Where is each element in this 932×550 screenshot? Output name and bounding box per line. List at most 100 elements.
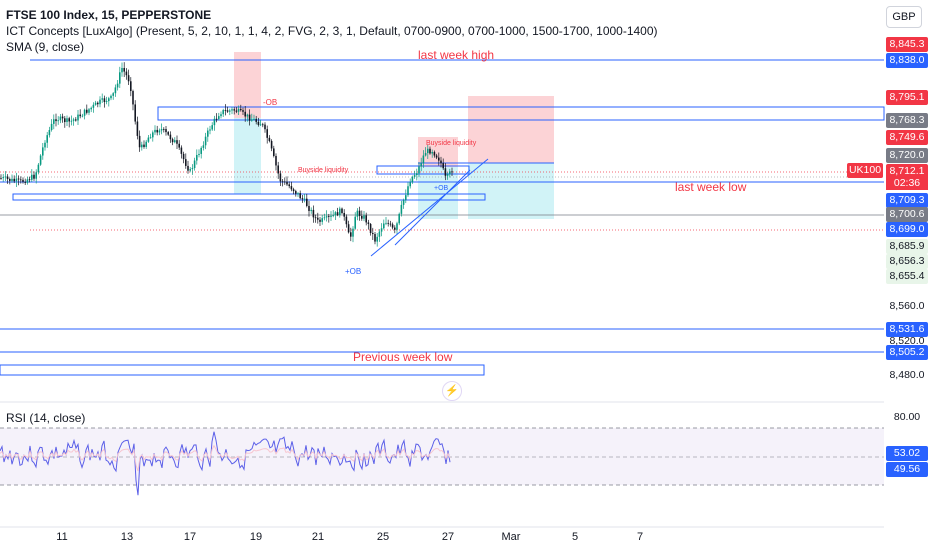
currency-button[interactable]: GBP <box>886 6 922 28</box>
candle-body <box>343 212 345 217</box>
candle-body <box>75 119 77 121</box>
candle-body <box>147 137 150 142</box>
price-label: 8,712.1 <box>886 164 928 179</box>
candle-body <box>189 169 191 171</box>
candle-body <box>391 224 394 228</box>
candle-body <box>442 163 444 169</box>
candle-body <box>61 116 64 119</box>
price-label: 8,685.9 <box>886 239 928 254</box>
candle-body <box>363 215 365 219</box>
bar-countdown: 02:36 <box>886 176 928 190</box>
candle-body <box>174 140 176 143</box>
candle-body <box>255 118 257 122</box>
candle-body <box>440 160 442 164</box>
trendline-2 <box>394 169 471 246</box>
time-label: Mar <box>501 531 521 543</box>
candle-body <box>198 153 200 155</box>
candle-body <box>330 215 332 217</box>
price-label: 8,656.3 <box>886 254 928 269</box>
candlestick-series <box>0 62 453 247</box>
candle-body <box>28 179 31 181</box>
price-label: 8,845.3 <box>886 37 928 52</box>
candle-body <box>97 102 99 105</box>
candle-body <box>418 166 420 174</box>
candle-body <box>46 135 48 143</box>
bearish-ob-label: -OB <box>263 98 278 107</box>
candle-body <box>178 143 180 148</box>
candle-body <box>68 118 70 122</box>
candle-body <box>226 110 229 112</box>
candle-body <box>35 172 37 179</box>
candle-body <box>141 144 143 148</box>
candle-body <box>187 165 189 171</box>
price-label: 8,795.1 <box>886 90 928 105</box>
indicator-legend-sma[interactable]: SMA (9, close) <box>6 40 85 54</box>
candle-body <box>215 118 218 120</box>
indicator-legend-ict[interactable]: ICT Concepts [LuxAlgo] (Present, 5, 2, 1… <box>6 24 658 38</box>
candle-body <box>154 129 156 133</box>
candle-body <box>409 182 411 187</box>
candle-body <box>339 208 341 216</box>
time-label: 25 <box>376 531 390 543</box>
candle-body <box>361 215 363 219</box>
last-week-low-label: last week low <box>675 180 747 194</box>
candle-body <box>15 178 18 182</box>
order-block-box-1 <box>157 106 885 121</box>
candle-body <box>248 114 251 121</box>
candle-body <box>402 200 405 205</box>
candle-body <box>259 124 262 126</box>
candle-body <box>70 120 73 122</box>
candle-body <box>48 130 51 136</box>
candle-body <box>132 91 134 105</box>
candle-body <box>59 116 62 121</box>
candle-body <box>277 165 279 174</box>
candle-body <box>90 107 92 110</box>
lightning-icon[interactable]: ⚡ <box>442 381 462 401</box>
candle-body <box>380 228 383 232</box>
candle-body <box>26 179 29 183</box>
candle-body <box>185 159 187 166</box>
candle-body <box>9 178 11 181</box>
candle-body <box>191 168 194 170</box>
candle-body <box>270 140 273 149</box>
candle-body <box>125 71 128 76</box>
candle-body <box>334 212 337 216</box>
rsi-sma-label: 49.56 <box>886 462 928 477</box>
candle-body <box>39 155 42 165</box>
rsi-pane <box>0 427 884 496</box>
time-label: 7 <box>636 531 644 543</box>
symbol-title[interactable]: FTSE 100 Index, 15, PEPPERSTONE <box>6 8 212 22</box>
candle-body <box>86 109 88 113</box>
candle-body <box>389 223 392 225</box>
candle-body <box>101 98 103 100</box>
candle-body <box>105 101 108 102</box>
candle-body <box>286 181 288 185</box>
candle-body <box>50 123 53 131</box>
candle-body <box>257 121 260 125</box>
candle-body <box>310 209 312 211</box>
fvg-zone <box>234 118 261 194</box>
candle-body <box>99 99 101 105</box>
candle-body <box>211 125 213 130</box>
candle-body <box>37 164 40 173</box>
candle-body <box>295 191 297 194</box>
candle-body <box>323 217 326 219</box>
take-profit-zone <box>468 163 554 219</box>
candle-body <box>11 178 13 181</box>
indicator-legend-rsi[interactable]: RSI (14, close) <box>6 411 86 425</box>
price-label: 8,768.3 <box>886 113 928 128</box>
candle-body <box>422 155 425 164</box>
candle-body <box>160 128 163 131</box>
candle-body <box>200 147 202 154</box>
price-tick: 8,560.0 <box>889 300 925 312</box>
candle-body <box>180 147 183 154</box>
candle-body <box>424 153 427 156</box>
candle-body <box>167 132 169 135</box>
candle-body <box>119 72 121 84</box>
candle-body <box>165 129 167 133</box>
candle-body <box>427 148 429 154</box>
candle-body <box>235 110 238 112</box>
order-block-box-4 <box>376 165 470 175</box>
candle-body <box>134 104 136 122</box>
